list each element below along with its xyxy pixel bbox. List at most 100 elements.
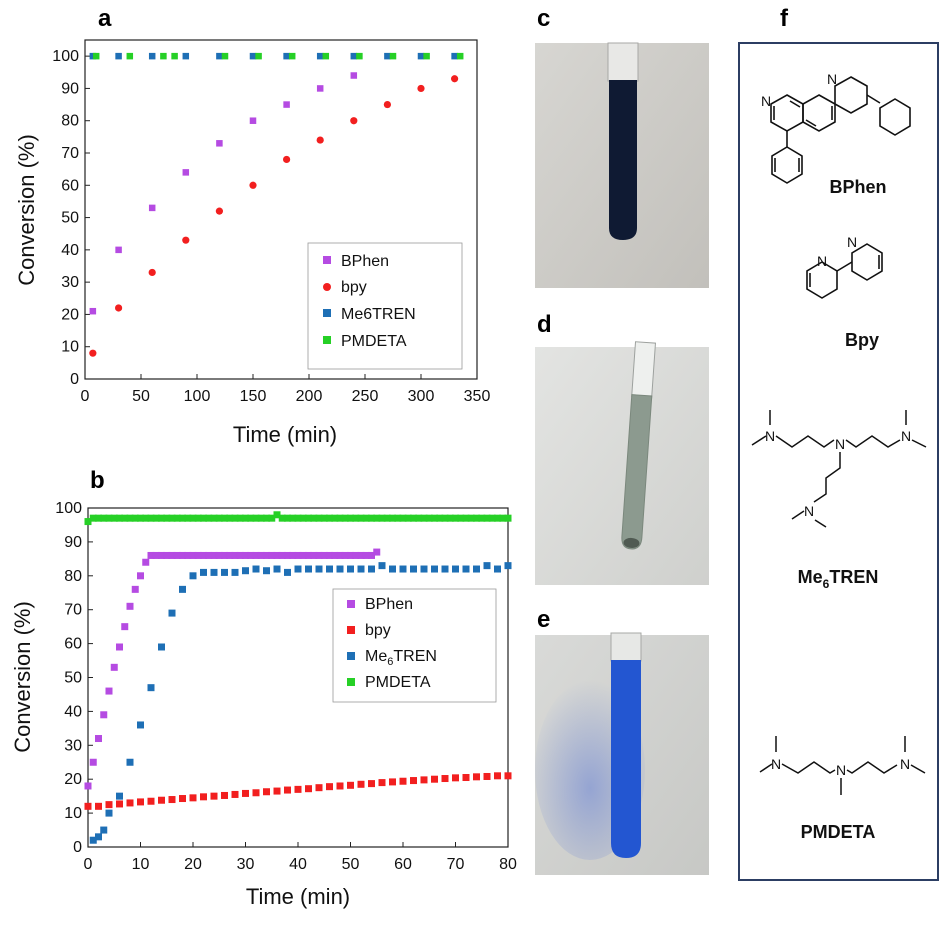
chart-b-point-bpy xyxy=(357,780,365,788)
chart-b-point-pmdeta xyxy=(425,514,433,522)
chart-b-point-bphen xyxy=(95,735,102,743)
legend-a-pmdeta: PMDETA xyxy=(341,333,407,350)
chart-b-point-pmdeta xyxy=(357,514,365,522)
chart-b-point-pmdeta xyxy=(399,514,407,522)
x-tick-label: 10 xyxy=(132,856,150,873)
photo-e-tube-top xyxy=(610,632,642,662)
chart-b-point-pmdeta xyxy=(483,514,491,522)
chart-b-point-me6tren xyxy=(420,565,428,573)
chart-b-point-bpy xyxy=(368,780,375,788)
chart-b-point-pmdeta xyxy=(257,514,265,522)
legend-a-me6tren: Me6TREN xyxy=(341,306,416,323)
legend-a-bpy: bpy xyxy=(341,279,367,296)
panel-label-b: b xyxy=(90,467,105,494)
chart-b-point-bphen xyxy=(315,551,323,559)
chart-b-point-me6tren xyxy=(263,567,270,575)
chart-b-point-bphen xyxy=(284,551,291,559)
chart-b-point-bphen xyxy=(231,551,239,559)
chart-b-point-me6tren xyxy=(368,565,375,573)
legend-b-marker-pmdeta xyxy=(347,678,355,686)
chart-b-point-bphen xyxy=(252,551,260,559)
chart-b-point-bphen xyxy=(331,551,339,559)
chart-a-x-ticks: 0 50 100 150 200 250 300 350 xyxy=(81,374,491,405)
chart-b-point-bphen xyxy=(310,551,318,559)
legend-b-marker-bpy xyxy=(347,626,355,634)
chart-b-point-me6tren xyxy=(462,565,470,573)
chart-b-point-pmdeta xyxy=(252,514,260,522)
chart-b-point-bpy xyxy=(84,802,92,810)
chart-b-point-pmdeta xyxy=(410,514,417,522)
chart-b-point-bpy xyxy=(137,798,144,806)
chart-b-point-bpy xyxy=(326,783,333,791)
y-tick-label: 80 xyxy=(61,113,79,130)
photo-d-tube-liquid xyxy=(621,394,653,550)
pmdeta-atom-n1: N xyxy=(771,756,781,772)
chart-a-point-pmdeta xyxy=(322,52,330,60)
chart-b-point-pmdeta xyxy=(231,514,239,522)
x-tick-label: 70 xyxy=(447,856,465,873)
chart-a-point-me6tren xyxy=(316,52,324,60)
chart-a-point-pmdeta xyxy=(423,52,430,60)
chart-b-point-bpy xyxy=(483,772,491,780)
chart-b-point-pmdeta xyxy=(504,514,512,522)
x-tick-label: 200 xyxy=(296,388,323,405)
chart-b-point-pmdeta xyxy=(273,511,281,519)
chart-b-point-me6tren xyxy=(126,758,134,766)
chart-b-point-me6tren xyxy=(179,585,186,593)
chart-a-point-bphen xyxy=(216,140,223,147)
chart-b-point-bphen xyxy=(116,643,123,651)
chart-b-point-pmdeta xyxy=(89,514,97,522)
chart-b-point-me6tren xyxy=(89,836,97,844)
chart-a-point-bpy xyxy=(89,349,97,357)
chart-b-point-bphen xyxy=(242,551,249,559)
chart-b-point-me6tren xyxy=(200,568,207,576)
chart-b-point-bphen xyxy=(226,551,234,559)
chart-b-point-pmdeta xyxy=(121,514,129,522)
y-tick-label: 10 xyxy=(61,339,79,356)
chart-a-point-bphen xyxy=(89,307,97,315)
chart-b-point-pmdeta xyxy=(173,514,181,522)
chart-a-point-me6tren xyxy=(249,52,257,60)
chart-b-point-bphen xyxy=(179,551,186,559)
x-tick-label: 350 xyxy=(464,388,491,405)
chart-b-point-bphen xyxy=(347,551,354,559)
me6tren-atom-n3: N xyxy=(901,428,911,444)
chart-b-point-pmdeta xyxy=(441,514,449,522)
chart-b-point-bpy xyxy=(473,773,480,781)
y-tick-label: 20 xyxy=(64,771,82,788)
photo-e-tube-liquid xyxy=(611,660,641,858)
chart-b-point-bpy xyxy=(95,802,102,810)
chart-b-point-bphen xyxy=(341,551,349,559)
chart-b-point-pmdeta xyxy=(378,514,386,522)
chart-b-point-pmdeta xyxy=(163,514,171,522)
chart-b-point-bpy xyxy=(399,777,407,785)
chart-b-point-bphen xyxy=(158,551,165,559)
chart-a-point-bpy xyxy=(316,136,324,144)
chart-b-y-ticks: 0 10 20 30 40 50 60 70 80 90 100 xyxy=(55,500,93,856)
x-tick-label: 30 xyxy=(237,856,255,873)
y-tick-label: 80 xyxy=(64,568,82,585)
chart-a-point-bpy xyxy=(115,304,123,312)
chart-b-point-pmdeta xyxy=(95,514,102,522)
chart-b-point-me6tren xyxy=(378,562,386,570)
x-tick-label: 300 xyxy=(408,388,435,405)
chart-a-point-me6tren xyxy=(182,52,190,60)
label-bpy: Bpy xyxy=(845,330,879,350)
y-tick-label: 30 xyxy=(61,274,79,291)
pmdeta-atom-n3: N xyxy=(900,756,910,772)
chart-b-point-pmdeta xyxy=(137,514,144,522)
chart-b-point-pmdeta xyxy=(336,514,344,522)
legend-a-bphen: BPhen xyxy=(341,253,389,270)
legend-b-marker-me6tren xyxy=(347,652,355,660)
chart-b-point-bpy xyxy=(126,799,134,807)
chart-b-point-bpy xyxy=(494,772,501,780)
label-me6tren: Me6TREN xyxy=(798,567,879,591)
chart-b-point-bphen xyxy=(289,551,297,559)
legend-a-marker-bphen xyxy=(323,256,331,264)
chart-b-point-me6tren xyxy=(100,826,108,834)
chart-a-points xyxy=(89,52,464,357)
x-tick-label: 80 xyxy=(499,856,517,873)
chart-b-point-bpy xyxy=(189,794,197,802)
panel-label-e: e xyxy=(537,606,550,633)
chart-b-point-bphen xyxy=(163,551,171,559)
